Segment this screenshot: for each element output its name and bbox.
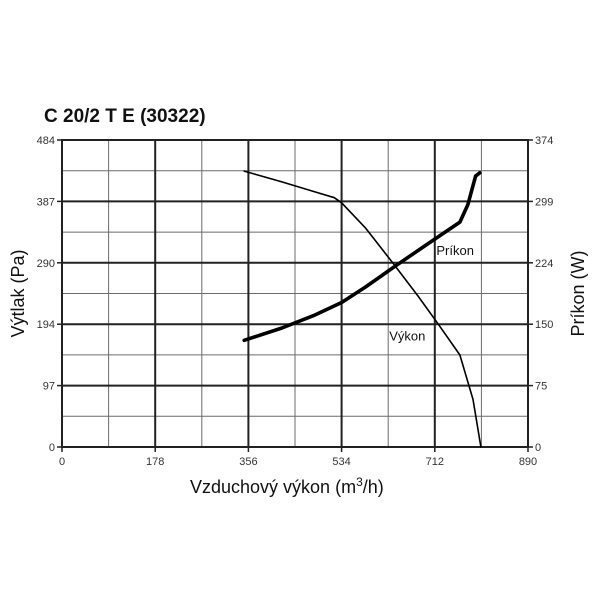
y-left-tick-label: 387	[37, 196, 55, 208]
y-left-tick-label: 290	[37, 258, 55, 270]
series-annotation: Príkon	[436, 243, 474, 258]
y-right-tick-label: 0	[535, 442, 541, 454]
x-tick-label: 0	[59, 456, 65, 468]
y-right-tick-label: 150	[535, 319, 553, 331]
tick-labels: 0 178 356 534 712 890 0 97 194 290 387 484 0 75 150 224…	[37, 135, 554, 468]
series-annotation: Výkon	[389, 328, 425, 343]
curves: Príkon Výkon	[242, 170, 482, 448]
y-right-tick-label: 299	[535, 196, 553, 208]
series-line-vykon	[243, 170, 482, 448]
y-left-tick-label: 194	[37, 319, 55, 331]
series-line-prikon	[242, 171, 482, 343]
plot-frame	[61, 139, 529, 448]
x-tick-label: 178	[146, 456, 164, 468]
x-tick-label: 356	[239, 456, 257, 468]
y-right-tick-label: 374	[535, 135, 553, 147]
x-tick-label: 534	[332, 456, 350, 468]
y-right-tick-label: 224	[535, 258, 553, 270]
y-left-tick-label: 0	[49, 442, 55, 454]
x-axis-label-main: Vzduchový výkon (m	[190, 477, 356, 497]
y-axis-right-label: Príkon (W)	[568, 250, 588, 336]
y-axis-left-label: Výtlak (Pa)	[8, 249, 28, 337]
y-left-tick-label: 97	[43, 381, 55, 393]
y-left-tick-label: 484	[37, 135, 55, 147]
x-tick-label: 712	[426, 456, 444, 468]
x-axis-label-end: /h)	[363, 477, 384, 497]
chart-title: C 20/2 T E (30322)	[44, 106, 206, 127]
x-axis-label: Vzduchový výkon (m3/h)	[190, 475, 384, 497]
x-axis-label-superscript: 3	[356, 475, 363, 489]
y-right-tick-label: 75	[535, 381, 547, 393]
x-tick-label: 890	[519, 456, 537, 468]
